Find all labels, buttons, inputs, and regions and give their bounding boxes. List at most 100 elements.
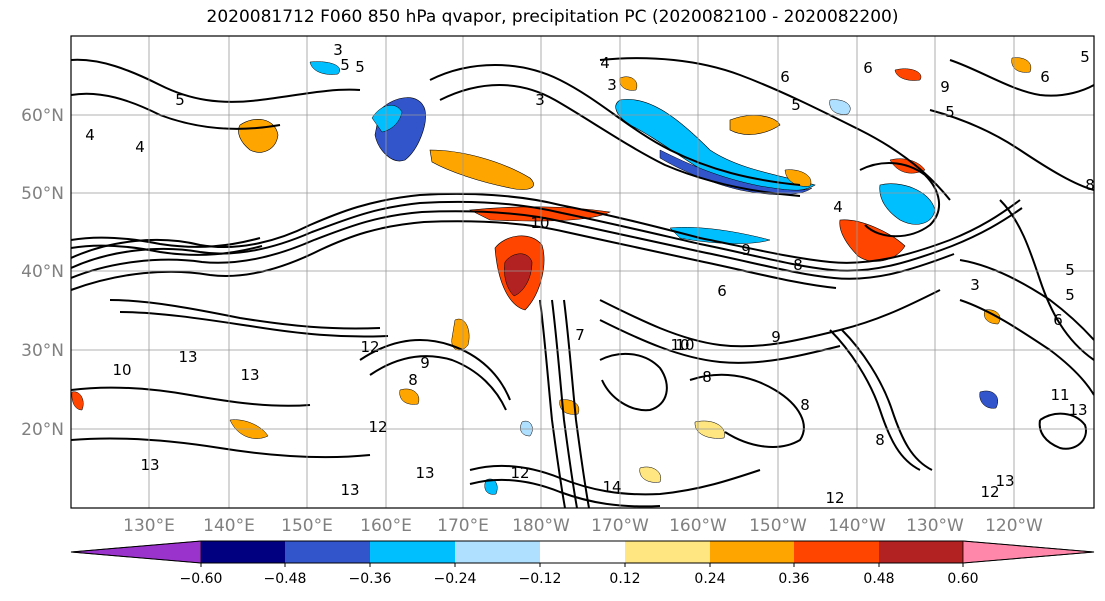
colorbar-tick-label: 0.24	[694, 571, 725, 587]
contour-label: 5	[791, 96, 801, 114]
longitude-label: 180°W	[512, 516, 570, 536]
longitude-label: 170°W	[591, 516, 649, 536]
longitude-labels: 130°E 140°E 150°E 160°E 170°E 180°W 170°W 160°W…	[123, 516, 1043, 536]
colorbar-tick-label: −0.12	[519, 571, 562, 587]
shading-blue-patch	[829, 99, 851, 115]
contour-line	[599, 319, 841, 364]
longitude-label: 160°W	[669, 516, 727, 536]
shading-blue-patch	[979, 390, 998, 409]
contour-label: 10	[530, 214, 549, 232]
contour-label: 6	[1053, 311, 1063, 329]
contour-label: 5	[1065, 261, 1075, 279]
contour-label: 13	[178, 348, 197, 366]
contour-line	[563, 299, 590, 508]
latitude-label: 60°N	[21, 106, 64, 126]
colorbar-tick-label: 0.48	[863, 571, 894, 587]
shading-orange-patch	[639, 466, 662, 483]
contour-label: 14	[602, 478, 621, 496]
contour-line	[859, 162, 940, 238]
precipitation-shading	[71, 57, 1032, 495]
contour-label: 13	[415, 464, 434, 482]
contour-line	[71, 220, 837, 291]
contour-label: 12	[360, 338, 379, 356]
contour-label: 13	[995, 472, 1014, 490]
contour-label: 5	[355, 58, 365, 76]
colorbar-segment	[455, 541, 540, 563]
contour-label: 6	[1040, 68, 1050, 86]
colorbar-segment	[540, 541, 625, 563]
contour-label: 5	[340, 56, 350, 74]
contour-line	[439, 84, 801, 197]
contour-label: 10	[670, 336, 689, 354]
colorbar-segment	[879, 541, 963, 563]
contour-line	[829, 329, 921, 471]
contour-label: 8	[800, 396, 810, 414]
colorbar-tick-label: −0.60	[180, 571, 223, 587]
map-panel	[71, 36, 1094, 508]
shading-orange-patch	[399, 388, 420, 405]
colorbar-segment	[710, 541, 794, 563]
shading-blue-patch	[879, 183, 936, 225]
contour-label: 6	[717, 282, 727, 300]
contour-label: 8	[875, 431, 885, 449]
latitude-label: 20°N	[21, 420, 64, 440]
shading-blue-patch	[371, 104, 403, 133]
latitude-label: 30°N	[21, 341, 64, 361]
longitude-label: 130°E	[123, 516, 175, 536]
contour-label: 5	[1065, 286, 1075, 304]
map-title: 2020081712 F060 850 hPa qvapor, precipit…	[206, 7, 899, 27]
longitude-label: 140°E	[203, 516, 255, 536]
contour-label: 9	[741, 241, 751, 259]
contour-label: 5	[175, 91, 185, 109]
shading-orange-patch	[71, 391, 84, 411]
longitude-label: 150°W	[749, 516, 807, 536]
colorbar-segment	[370, 541, 455, 563]
contour-line	[929, 109, 1094, 191]
qvapor-contours	[71, 57, 1094, 508]
colorbar-tick-label: −0.36	[349, 571, 392, 587]
latitude-label: 50°N	[21, 184, 64, 204]
shading-orange-patch	[1011, 57, 1032, 73]
contour-label: 5	[1080, 48, 1090, 66]
contour-label: 12	[980, 483, 999, 501]
shading-orange-patch	[984, 309, 1001, 325]
contour-line	[71, 244, 263, 256]
latitude-labels: 60°N 50°N 40°N 30°N 20°N	[21, 106, 64, 440]
contour-line	[689, 373, 805, 448]
contour-line	[959, 299, 1094, 396]
colorbar-extend-right	[962, 540, 1095, 564]
contour-label: 10	[675, 336, 694, 354]
longitude-label: 120°W	[985, 516, 1043, 536]
shading-orange-patch	[504, 253, 533, 297]
longitude-label: 150°E	[281, 516, 333, 536]
contour-label: 9	[420, 354, 430, 372]
colorbar-tick-label: 0.60	[947, 571, 978, 587]
colorbar-tick-label: −0.48	[264, 571, 307, 587]
contour-label: 4	[600, 54, 610, 72]
shading-orange-patch	[429, 149, 534, 190]
contour-label: 8	[1085, 176, 1095, 194]
contour-label: 4	[135, 138, 145, 156]
contour-label: 4	[85, 126, 95, 144]
shading-orange-patch	[468, 206, 611, 222]
contour-label: 3	[970, 276, 980, 294]
contour-label: 13	[240, 366, 259, 384]
contour-label: 8	[702, 368, 712, 386]
shading-blue-patch	[669, 227, 771, 244]
contour-label: 8	[408, 371, 418, 389]
shading-orange-patch	[784, 169, 812, 187]
contour-label: 7	[575, 326, 585, 344]
colorbar-tick-label: 0.36	[778, 571, 809, 587]
contour-line	[359, 339, 511, 401]
colorbar-tick-label: 0.12	[609, 571, 640, 587]
colorbar-tick-label: −0.24	[434, 571, 477, 587]
colorbar-segment	[625, 541, 710, 563]
contour-label: 3	[535, 91, 545, 109]
contour-line	[369, 355, 507, 411]
contour-line	[71, 58, 361, 103]
contour-label: 13	[1068, 401, 1087, 419]
contour-line	[949, 59, 1094, 97]
